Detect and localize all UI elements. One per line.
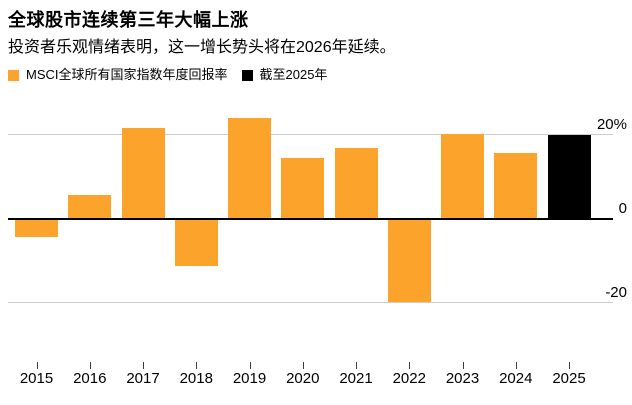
x-axis-label-2022: 2022 — [392, 370, 426, 387]
legend-item-ytd: 截至2025年 — [241, 67, 328, 83]
gridline-20 — [8, 134, 613, 135]
x-axis-label-2018: 2018 — [179, 370, 213, 387]
zero-axis-line — [8, 217, 613, 220]
x-axis-label-2024: 2024 — [499, 370, 533, 387]
x-axis-tick-2015 — [36, 362, 38, 369]
x-axis-tick-2024 — [515, 362, 517, 369]
x-axis-tick-2018 — [196, 362, 198, 369]
orange-square-icon — [8, 69, 19, 81]
y-axis-label-20: 20% — [596, 115, 627, 133]
x-axis-label-2019: 2019 — [232, 370, 267, 387]
x-axis-label-2025: 2025 — [552, 370, 586, 387]
black-square-icon — [241, 69, 253, 81]
page-title: 全球股市连续第三年大幅上涨 — [8, 10, 249, 30]
gridline--20 — [8, 302, 613, 303]
x-axis-tick-2019 — [249, 362, 251, 369]
chart-subtitle: 投资者乐观情绪表明，这一增长势头将在2026年延续。 — [8, 39, 396, 56]
bar-2021 — [334, 147, 378, 219]
bar-2015 — [15, 218, 58, 237]
bar-2017 — [121, 127, 165, 219]
bar-2016 — [68, 194, 112, 219]
bar-2019 — [228, 117, 271, 219]
y-axis-label--20: -20 — [605, 283, 627, 301]
legend-item-msci: MSCI全球所有国家指数年度回报率 — [8, 67, 228, 83]
y-axis-label-0: 0 — [618, 199, 627, 217]
x-axis-label-2021: 2021 — [339, 370, 373, 387]
x-axis-tick-2025 — [569, 362, 570, 369]
legend: MSCI全球所有国家指数年度回报率 截至2025年 — [8, 67, 327, 83]
x-axis-tick-2022 — [409, 362, 411, 369]
bar-2022 — [387, 218, 431, 302]
bar-2020 — [281, 158, 325, 219]
bar-2024 — [494, 152, 538, 219]
x-axis-label-2023: 2023 — [445, 370, 480, 387]
x-axis-label-2017: 2017 — [126, 370, 160, 387]
x-axis-tick-2023 — [462, 362, 464, 369]
x-axis-tick-2021 — [356, 362, 357, 369]
x-axis-label-2020: 2020 — [286, 370, 320, 387]
x-axis-tick-2020 — [302, 362, 304, 369]
bar-2025 — [547, 134, 591, 219]
x-axis-label-2015: 2015 — [19, 370, 54, 387]
x-axis-label-2016: 2016 — [73, 370, 107, 387]
legend-label-ytd: 截至2025年 — [259, 67, 328, 82]
bar-2018 — [174, 218, 218, 266]
x-axis-tick-2017 — [143, 362, 144, 369]
x-axis-tick-2016 — [89, 362, 91, 369]
legend-label-msci: MSCI全球所有国家指数年度回报率 — [26, 67, 228, 82]
bar-2023 — [441, 134, 484, 219]
